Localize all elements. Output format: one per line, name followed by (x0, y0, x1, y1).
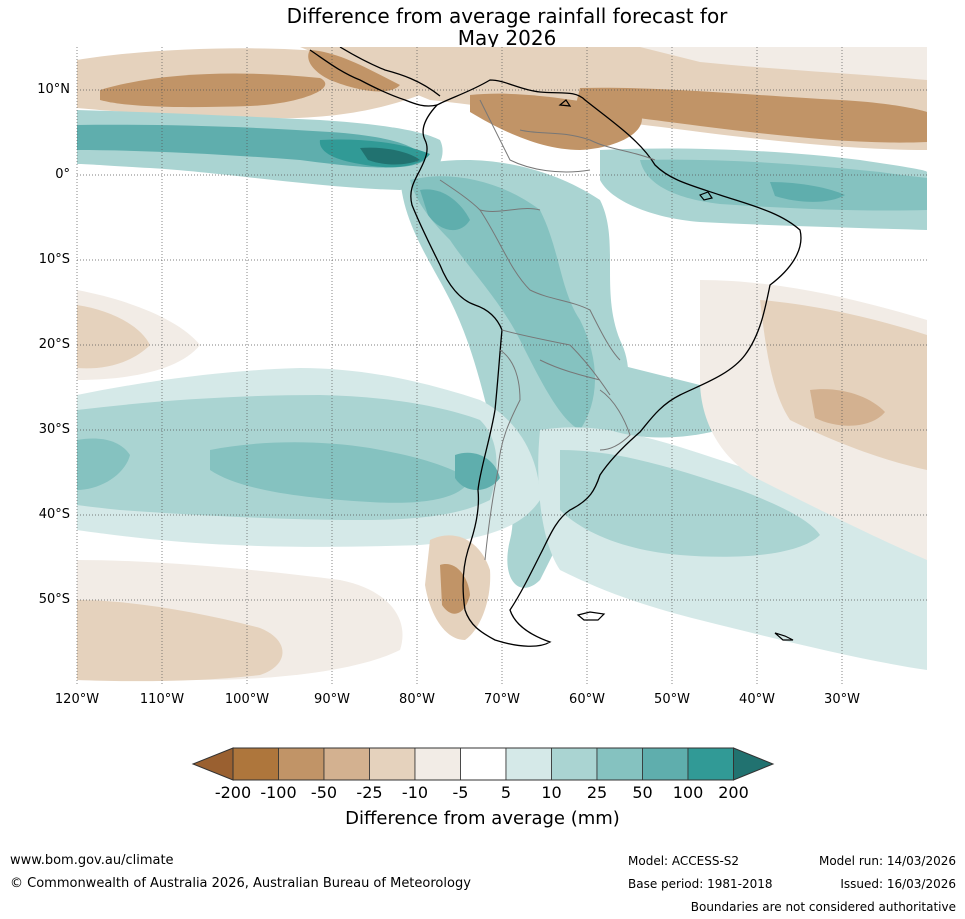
wet-channel-andes-core (410, 176, 595, 430)
lon-label-80w: 80°W (399, 692, 435, 707)
legend-box-plus100-plus200 (687, 747, 734, 781)
legend-arrow-low (191, 747, 234, 781)
base-period: Base period: 1981-2018 (628, 877, 773, 891)
legend-box-minus50-minus25 (323, 747, 370, 781)
dry-patch-far-southwest-core (77, 600, 283, 682)
legend-box-plus10-plus25 (551, 747, 598, 781)
wet-core-chile-coast (455, 452, 500, 490)
trinidad-and-marajo (558, 99, 713, 201)
rainfall-map (76, 47, 927, 685)
legend-colorbar (191, 747, 775, 781)
legend-tick-plus25: 25 (586, 783, 608, 802)
lon-label-110w: 110°W (139, 692, 185, 707)
legend-tick-minus5: -5 (452, 783, 469, 802)
legend-box-plus25-plus50 (596, 747, 643, 781)
dry-core-south-atlantic (810, 389, 885, 426)
legend-tick-plus10: 10 (541, 783, 562, 802)
south-georgia (774, 632, 794, 641)
legend-tick-minus25: -25 (356, 783, 383, 802)
south-america-coastline (410, 79, 802, 647)
lon-label-40w: 40°W (739, 692, 775, 707)
falkland-islands (576, 611, 606, 621)
legend-tick-minus10: -10 (401, 783, 429, 802)
dry-patch-patagonia-core (440, 564, 470, 614)
legend-tick-minus50: -50 (310, 783, 338, 802)
lat-label-40s: 40°S (38, 507, 70, 522)
rainfall-anomaly-layer (77, 47, 927, 682)
legend-title: Difference from average (mm) (345, 808, 620, 829)
lon-label-50w: 50°W (654, 692, 690, 707)
issued-date: Issued: 16/03/2026 (840, 877, 956, 891)
wet-band-south-atlantic (560, 450, 820, 557)
dry-patch-south-pacific-west-core (77, 305, 150, 369)
wet-core-west-pacific (77, 438, 130, 490)
legend-box-minus5-plus5 (460, 747, 507, 781)
model-name: Model: ACCESS-S2 (628, 854, 740, 868)
dry-band-venezuela (470, 93, 642, 150)
map-title-line2: May 2026 (457, 26, 557, 50)
dry-band-central-america (308, 50, 400, 92)
legend-tick-minus100: -100 (260, 783, 297, 802)
central-america-coastline (309, 47, 441, 107)
lon-label-100w: 100°W (224, 692, 270, 707)
lat-label-0: 0° (55, 167, 70, 182)
legend-box-minus100-minus50 (278, 747, 325, 781)
lat-label-30s: 30°S (38, 422, 70, 437)
dry-patch-far-northeast (640, 47, 927, 80)
legend-box-plus50-plus100 (642, 747, 689, 781)
wet-core-darkest (360, 147, 420, 165)
lat-label-10n: 10°N (37, 82, 70, 97)
wet-core-peru (420, 189, 470, 231)
lat-label-50s: 50°S (38, 592, 70, 607)
map-title-line1: Difference from average rainfall forecas… (286, 4, 728, 28)
boundaries-disclaimer: Boundaries are not considered authoritat… (690, 900, 956, 914)
lon-label-90w: 90°W (314, 692, 350, 707)
legend-tick-plus100: 100 (672, 783, 704, 802)
legend-arrow-high (733, 747, 775, 781)
lon-label-120w: 120°W (54, 692, 100, 707)
legend-box-plus5-plus10 (505, 747, 552, 781)
website-link[interactable]: www.bom.gov.au/climate (10, 853, 174, 868)
wet-core-atlantic (770, 182, 845, 202)
lon-label-70w: 70°W (484, 692, 520, 707)
copyright-text: © Commonwealth of Australia 2026, Austra… (10, 876, 471, 891)
model-run-date: Model run: 14/03/2026 (818, 854, 956, 868)
legend-box-minus25-minus10 (369, 747, 416, 781)
legend-tick-minus200: -200 (214, 783, 252, 802)
legend-tick-plus200: 200 (718, 783, 749, 802)
dry-patch-south-atlantic-core (760, 300, 927, 470)
lat-label-10s: 10°S (38, 252, 70, 267)
legend-tick-plus50: 50 (632, 783, 653, 802)
dry-band-atlantic-core (575, 87, 927, 143)
legend-box-minus200-minus100 (232, 747, 279, 781)
legend-box-minus10-minus5 (414, 747, 461, 781)
wet-band-brazil-coast (595, 360, 735, 438)
wet-band-south-pacific-core (210, 442, 470, 503)
graticule (76, 47, 927, 685)
lat-label-20s: 20°S (38, 337, 70, 352)
lon-label-30w: 30°W (824, 692, 860, 707)
lon-label-60w: 60°W (569, 692, 605, 707)
country-borders (439, 99, 656, 561)
legend-tick-plus5: 5 (500, 783, 512, 802)
